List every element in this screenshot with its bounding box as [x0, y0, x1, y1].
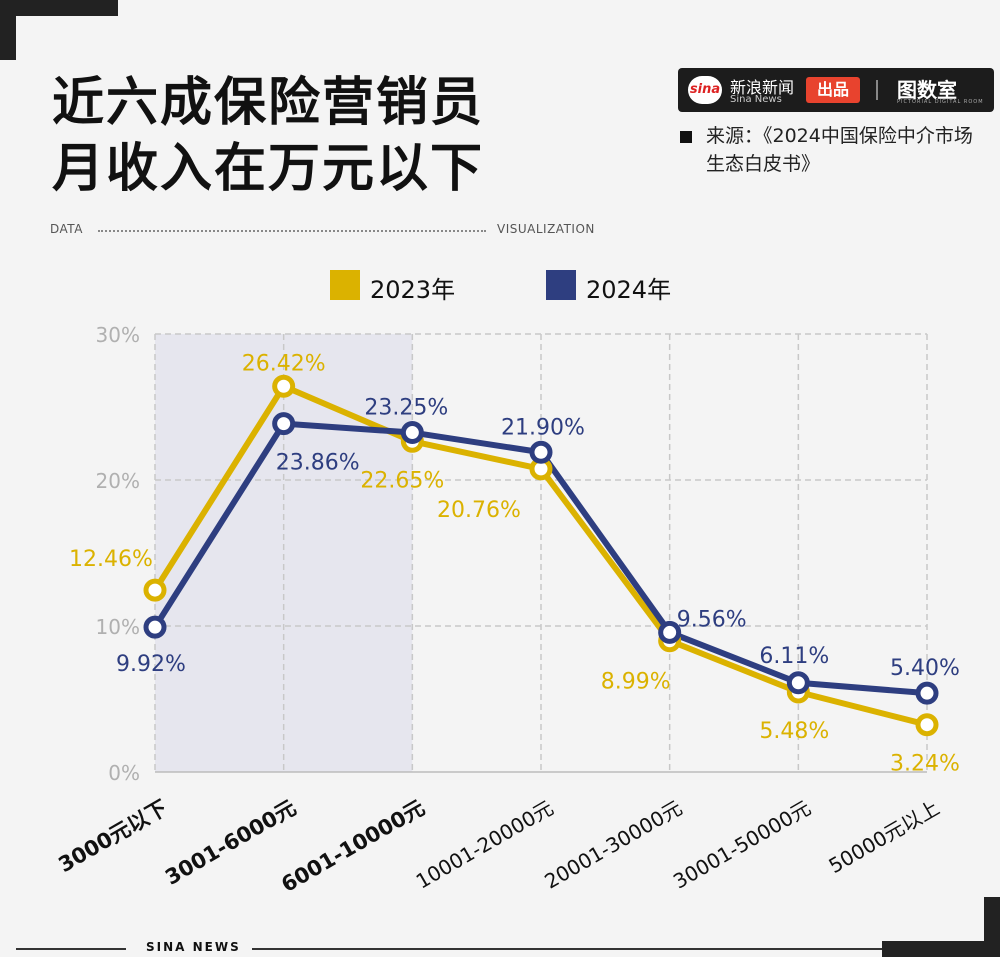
data-label-2023: 5.48%	[759, 719, 829, 744]
dotted-divider	[98, 230, 486, 232]
x-tick-label: 10001-20000元	[412, 796, 558, 894]
data-label-2024: 9.56%	[677, 607, 747, 632]
data-label-2023: 3.24%	[890, 752, 960, 777]
x-tick-label: 30001-50000元	[669, 796, 815, 894]
title-line-2: 月收入在万元以下	[52, 139, 485, 199]
corner-decoration	[984, 897, 1000, 957]
x-tick-label: 3000元以下	[54, 796, 171, 878]
sina-logo-icon: sina	[688, 76, 722, 104]
data-label-2024: 21.90%	[501, 415, 585, 440]
y-tick-label: 0%	[108, 761, 140, 785]
pictorial-logo-subtitle: PICTORIAL DIGITAL ROOM	[897, 99, 984, 105]
legend-swatch-2023	[330, 270, 360, 300]
page-title: 近六成保险营销员 月收入在万元以下	[52, 70, 484, 202]
brand-tag: 出品	[806, 77, 860, 103]
data-point-2024	[143, 615, 167, 639]
data-point-2024	[400, 421, 424, 445]
source-square-icon	[680, 131, 692, 143]
data-label-2024: 5.40%	[890, 656, 960, 681]
legend-swatch-2024	[546, 270, 576, 300]
data-point-2023	[272, 374, 296, 398]
data-label-2023: 8.99%	[601, 670, 671, 695]
data-label-2023: 26.42%	[242, 351, 326, 376]
data-label-2024: 23.86%	[276, 451, 360, 476]
x-tick-label: 6001-10000元	[277, 796, 429, 897]
data-label-2024: 6.11%	[759, 644, 829, 669]
footer-rule	[252, 948, 882, 950]
corner-decoration	[0, 0, 118, 16]
brand-subtitle: Sina News	[730, 94, 782, 105]
x-tick-label: 20001-30000元	[540, 796, 686, 894]
data-label-2024: 9.92%	[116, 652, 186, 677]
data-label-2023: 20.76%	[437, 498, 521, 523]
data-label-2023: 12.46%	[69, 547, 153, 572]
data-point-2024	[658, 620, 682, 644]
brand-divider	[876, 80, 878, 100]
y-tick-label: 30%	[96, 323, 140, 347]
footer-rule	[16, 948, 126, 950]
data-point-2024	[529, 440, 553, 464]
corner-decoration	[0, 0, 16, 60]
legend-label-2024: 2024年	[586, 276, 672, 304]
data-point-2024	[915, 681, 939, 705]
data-point-2024	[272, 412, 296, 436]
x-tick-label: 50000元以上	[824, 796, 943, 879]
data-point-2023	[915, 713, 939, 737]
legend-label-2023: 2023年	[370, 276, 456, 304]
corner-decoration	[882, 941, 1000, 957]
visualization-label: VISUALIZATION	[497, 222, 595, 236]
data-label-2023: 22.65%	[360, 468, 444, 493]
source-text: 来源：《2024中国保险中介市场生态白皮书》	[706, 125, 973, 175]
data-label-2024: 23.25%	[364, 396, 448, 421]
pictorial-logo-icon: 图数室	[897, 78, 957, 102]
data-point-2024	[786, 671, 810, 695]
y-tick-label: 10%	[96, 615, 140, 639]
brand-name: 新浪新闻	[730, 78, 795, 97]
y-tick-label: 20%	[96, 469, 140, 493]
data-label: DATA	[50, 222, 83, 236]
title-line-1: 近六成保险营销员	[52, 73, 485, 133]
footer-text: SINA NEWS	[146, 940, 241, 954]
data-point-2023	[143, 578, 167, 602]
